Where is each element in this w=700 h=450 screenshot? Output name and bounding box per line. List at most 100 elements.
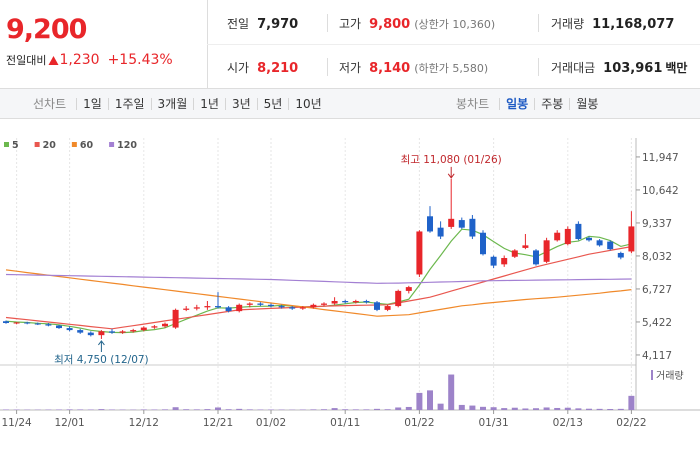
legend-swatch: [109, 142, 115, 147]
volume-bar: [56, 409, 62, 410]
volume-bar: [162, 409, 168, 410]
candle-body: [310, 304, 317, 308]
volume-bar: [183, 409, 190, 410]
low-annotation: 최저 4,750 (12/07): [54, 354, 149, 366]
volume-bar: [310, 409, 317, 410]
volume-bar: [363, 409, 370, 410]
stat-value: 7,970: [257, 17, 299, 32]
volume-bar: [384, 409, 391, 410]
candle-body: [236, 304, 243, 312]
stat: 거래량 11,168,077: [551, 15, 674, 32]
volume-bar: [533, 408, 539, 410]
stat-label: 고가: [339, 17, 362, 31]
tab[interactable]: 주봉: [534, 97, 569, 110]
x-tick-label: 12/21: [203, 417, 233, 429]
stat-value: 103,961: [603, 61, 663, 76]
candle-body: [628, 226, 635, 252]
candle-body: [522, 245, 529, 248]
tab[interactable]: 3년: [224, 97, 257, 110]
volume-bar: [321, 409, 327, 410]
volume-bar: [172, 407, 179, 410]
ma-line: [5, 273, 632, 284]
tab[interactable]: 1년: [193, 97, 225, 110]
candle-body: [13, 322, 20, 324]
volume-bar: [522, 408, 529, 410]
candle-body: [416, 231, 423, 275]
candle-body: [617, 252, 624, 258]
volume-bar: [193, 409, 200, 410]
volume-bar: [554, 407, 561, 410]
x-tick-label: 12/12: [129, 417, 159, 429]
legend-swatch: [34, 142, 40, 147]
candle-body: [607, 241, 614, 250]
candle-body: [278, 306, 285, 308]
up-triangle: [48, 55, 59, 65]
volume-bar: [596, 408, 603, 410]
stat-value: 9,800: [369, 17, 411, 32]
volume-bar: [458, 404, 465, 410]
candle-body: [225, 307, 232, 312]
volume-legend-swatch: [651, 370, 653, 380]
tab[interactable]: 3개월: [150, 97, 194, 110]
candle-body: [140, 327, 147, 331]
legend-label: 120: [117, 140, 137, 151]
candle-body: [130, 330, 137, 332]
stat-label: 전일: [227, 17, 250, 31]
candle-body: [268, 304, 274, 307]
candle-body: [321, 303, 327, 305]
volume-bar: [215, 407, 221, 410]
candle-body: [458, 220, 465, 228]
ma-line: [5, 246, 632, 330]
volume-bar: [374, 408, 380, 410]
candle-body: [575, 223, 582, 240]
volume-bar: [427, 390, 433, 410]
high-annotation: 최고 11,080 (01/26): [401, 154, 502, 166]
legend-label: 20: [43, 140, 57, 151]
change-row: 전일대비 1,230 +15.43%: [6, 52, 173, 68]
candle-body: [98, 331, 105, 336]
x-tick-label: 01/02: [256, 417, 286, 429]
stat: 거래대금 103,961 백만: [551, 59, 687, 76]
divider: [207, 44, 700, 45]
y-tick-label: 9,337: [642, 218, 672, 230]
tab[interactable]: 1일: [76, 97, 108, 110]
change-rate: +15.43%: [107, 52, 173, 68]
tab[interactable]: 일봉: [499, 97, 534, 110]
tab[interactable]: 5년: [256, 97, 289, 110]
stat-label: 시가: [227, 61, 250, 75]
tab-group: 봉차트 일봉 주봉 월봉: [456, 89, 604, 118]
tab[interactable]: 1주일: [107, 97, 151, 110]
stat-label: 거래대금: [551, 61, 596, 75]
y-tick-label: 5,422: [642, 317, 672, 329]
candle-body: [24, 322, 31, 324]
volume-bar: [246, 409, 253, 410]
stat-value: 8,140: [369, 61, 411, 76]
tab-group: 선차트 1일 1주일 3개월 1년 3년 5년 10년: [33, 89, 328, 118]
volume-bar: [77, 409, 84, 410]
stat-value: 11,168,077: [592, 17, 675, 32]
tab[interactable]: 월봉: [569, 97, 604, 110]
candle-body: [395, 290, 402, 307]
candle-body: [533, 250, 539, 265]
candle-body: [257, 303, 264, 305]
stat-label: 거래량: [551, 17, 585, 31]
candle-body: [554, 232, 561, 241]
candle-body: [437, 227, 444, 237]
volume-bar: [617, 408, 624, 410]
legend-swatch: [71, 142, 77, 147]
stat-label: 저가: [339, 61, 362, 75]
volume-bar: [490, 407, 497, 410]
tab-group-label: 봉차트: [456, 97, 490, 111]
candle-body: [543, 240, 550, 262]
change: 1,230: [59, 52, 100, 68]
volume-bar: [342, 409, 349, 410]
volume-bar: [437, 403, 444, 410]
change-label: 전일대비: [6, 54, 47, 67]
volume-label: 거래량: [656, 370, 684, 382]
tab[interactable]: 10년: [288, 97, 327, 110]
candle-body: [427, 216, 433, 232]
divider: [538, 14, 539, 32]
candle-body: [501, 258, 508, 265]
volume-bar: [543, 407, 550, 410]
volume-bar: [469, 405, 476, 410]
